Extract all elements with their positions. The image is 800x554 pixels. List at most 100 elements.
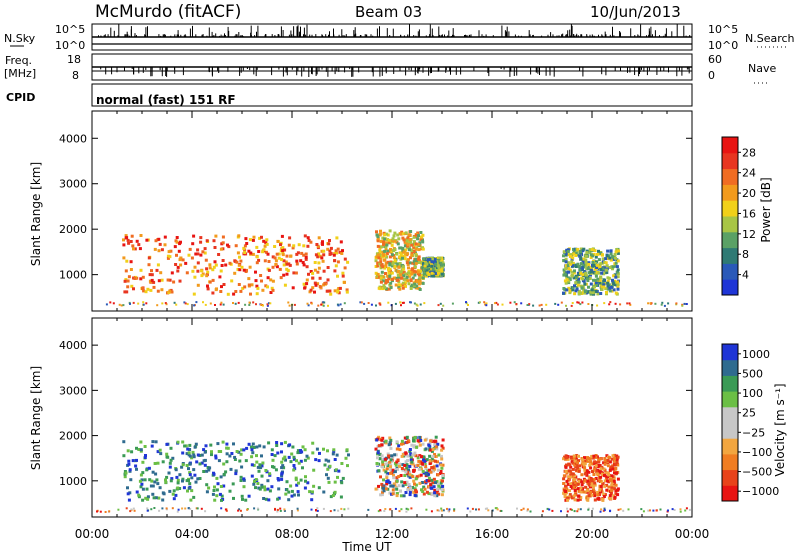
echo-cell-0 <box>292 455 296 459</box>
echo-cell-0 <box>299 459 303 463</box>
echo-cell-0 <box>295 259 299 263</box>
echo-cell-1 <box>402 267 406 271</box>
echo-cell-1 <box>399 270 403 274</box>
echo-cell-0 <box>240 265 244 269</box>
echo-cell-0 <box>333 490 337 494</box>
echo-cell-1 <box>393 265 397 268</box>
echo-cell-0 <box>339 240 343 244</box>
echo-cell-0 <box>311 451 315 455</box>
colorbar-segment <box>722 231 738 249</box>
echo-cell-0 <box>270 485 274 489</box>
near-range-cell <box>383 510 386 512</box>
echo-cell-1 <box>410 443 414 447</box>
echo-cell-3 <box>589 270 593 274</box>
echo-cell-1 <box>384 487 388 491</box>
echo-cell-0 <box>336 260 340 264</box>
echo-cell-3 <box>606 284 610 288</box>
echo-cell-0 <box>318 285 322 288</box>
echo-cell-1 <box>402 454 406 458</box>
echo-cell-2 <box>580 473 584 477</box>
echo-cell-2 <box>613 495 617 499</box>
echo-cell-0 <box>268 489 272 493</box>
echo-cell-1 <box>386 464 390 468</box>
echo-cell-3 <box>608 256 612 260</box>
near-range-cell <box>279 507 282 510</box>
echo-cell-0 <box>176 481 180 485</box>
echo-cell-3 <box>615 270 619 274</box>
echo-cell-2 <box>599 457 603 461</box>
echo-cell-0 <box>334 468 338 472</box>
near-range-cell <box>196 507 199 510</box>
echo-cell-2 <box>567 482 570 486</box>
nsky-tick-top: 10^5 <box>55 23 85 36</box>
colorbar-segment <box>722 391 738 408</box>
echo-cell-0 <box>148 279 152 283</box>
echo-cell-3 <box>616 251 620 255</box>
echo-cell-2 <box>604 471 608 475</box>
near-range-cell <box>413 302 416 305</box>
echo-cell-0 <box>151 470 155 474</box>
echo-cell-0 <box>185 452 189 456</box>
echo-cell-3 <box>582 247 586 251</box>
echo-cell-3 <box>584 254 588 258</box>
echo-cell-1 <box>415 254 418 258</box>
echo-cell-1 <box>430 478 434 482</box>
echo-cell-1 <box>415 475 419 479</box>
echo-cell-1 <box>418 443 422 447</box>
echo-cell-1 <box>412 269 416 273</box>
echo-cell-2 <box>594 464 598 468</box>
echo-cell-2 <box>436 256 440 260</box>
echo-cell-3 <box>573 284 576 288</box>
echo-cell-0 <box>280 466 284 470</box>
echo-cell-0 <box>122 238 125 242</box>
echo-cell-2 <box>562 474 566 478</box>
near-range-cell <box>603 507 606 510</box>
echo-cell-0 <box>271 288 275 292</box>
near-range-cell <box>551 509 554 512</box>
echo-cell-2 <box>565 479 569 483</box>
echo-cell-1 <box>392 482 396 486</box>
echo-cell-0 <box>188 473 192 477</box>
echo-cell-1 <box>391 262 395 266</box>
echo-cell-0 <box>275 444 279 447</box>
echo-cell-2 <box>434 262 438 266</box>
echo-cell-0 <box>274 259 278 263</box>
echo-cell-1 <box>435 447 439 451</box>
echo-cell-0 <box>234 244 238 248</box>
echo-cell-1 <box>399 273 403 277</box>
echo-cell-1 <box>406 483 410 486</box>
echo-cell-0 <box>201 272 205 276</box>
echo-cell-0 <box>226 292 230 296</box>
echo-cell-0 <box>262 497 266 500</box>
echo-cell-3 <box>589 282 593 286</box>
near-range-cell <box>628 302 631 305</box>
echo-cell-2 <box>610 483 614 487</box>
echo-cell-0 <box>236 267 240 271</box>
echo-cell-0 <box>228 454 232 458</box>
echo-cell-2 <box>586 456 589 460</box>
echo-cell-1 <box>401 256 404 260</box>
echo-cell-0 <box>203 458 207 462</box>
echo-cell-0 <box>196 283 200 287</box>
near-range-cell <box>117 508 120 511</box>
echo-cell-0 <box>214 454 218 458</box>
echo-cell-2 <box>603 473 606 477</box>
echo-cell-3 <box>612 274 616 278</box>
echo-cell-2 <box>595 472 599 476</box>
echo-cell-1 <box>387 266 391 270</box>
nsearch-label: N.Search <box>745 32 795 45</box>
echo-cell-0 <box>165 475 169 479</box>
echo-cell-0 <box>269 291 273 294</box>
colorbar-tick-label: 1000 <box>742 348 770 361</box>
echo-cell-1 <box>397 275 401 279</box>
near-range-cell <box>137 302 140 305</box>
near-range-cell <box>164 302 167 304</box>
near-range-cell <box>526 304 529 306</box>
echo-cell-0 <box>202 470 206 473</box>
echo-cell-0 <box>172 280 176 284</box>
echo-cell-0 <box>222 484 226 488</box>
echo-cell-0 <box>302 244 306 248</box>
echo-cell-2 <box>614 489 618 493</box>
echo-cell-0 <box>316 255 320 259</box>
